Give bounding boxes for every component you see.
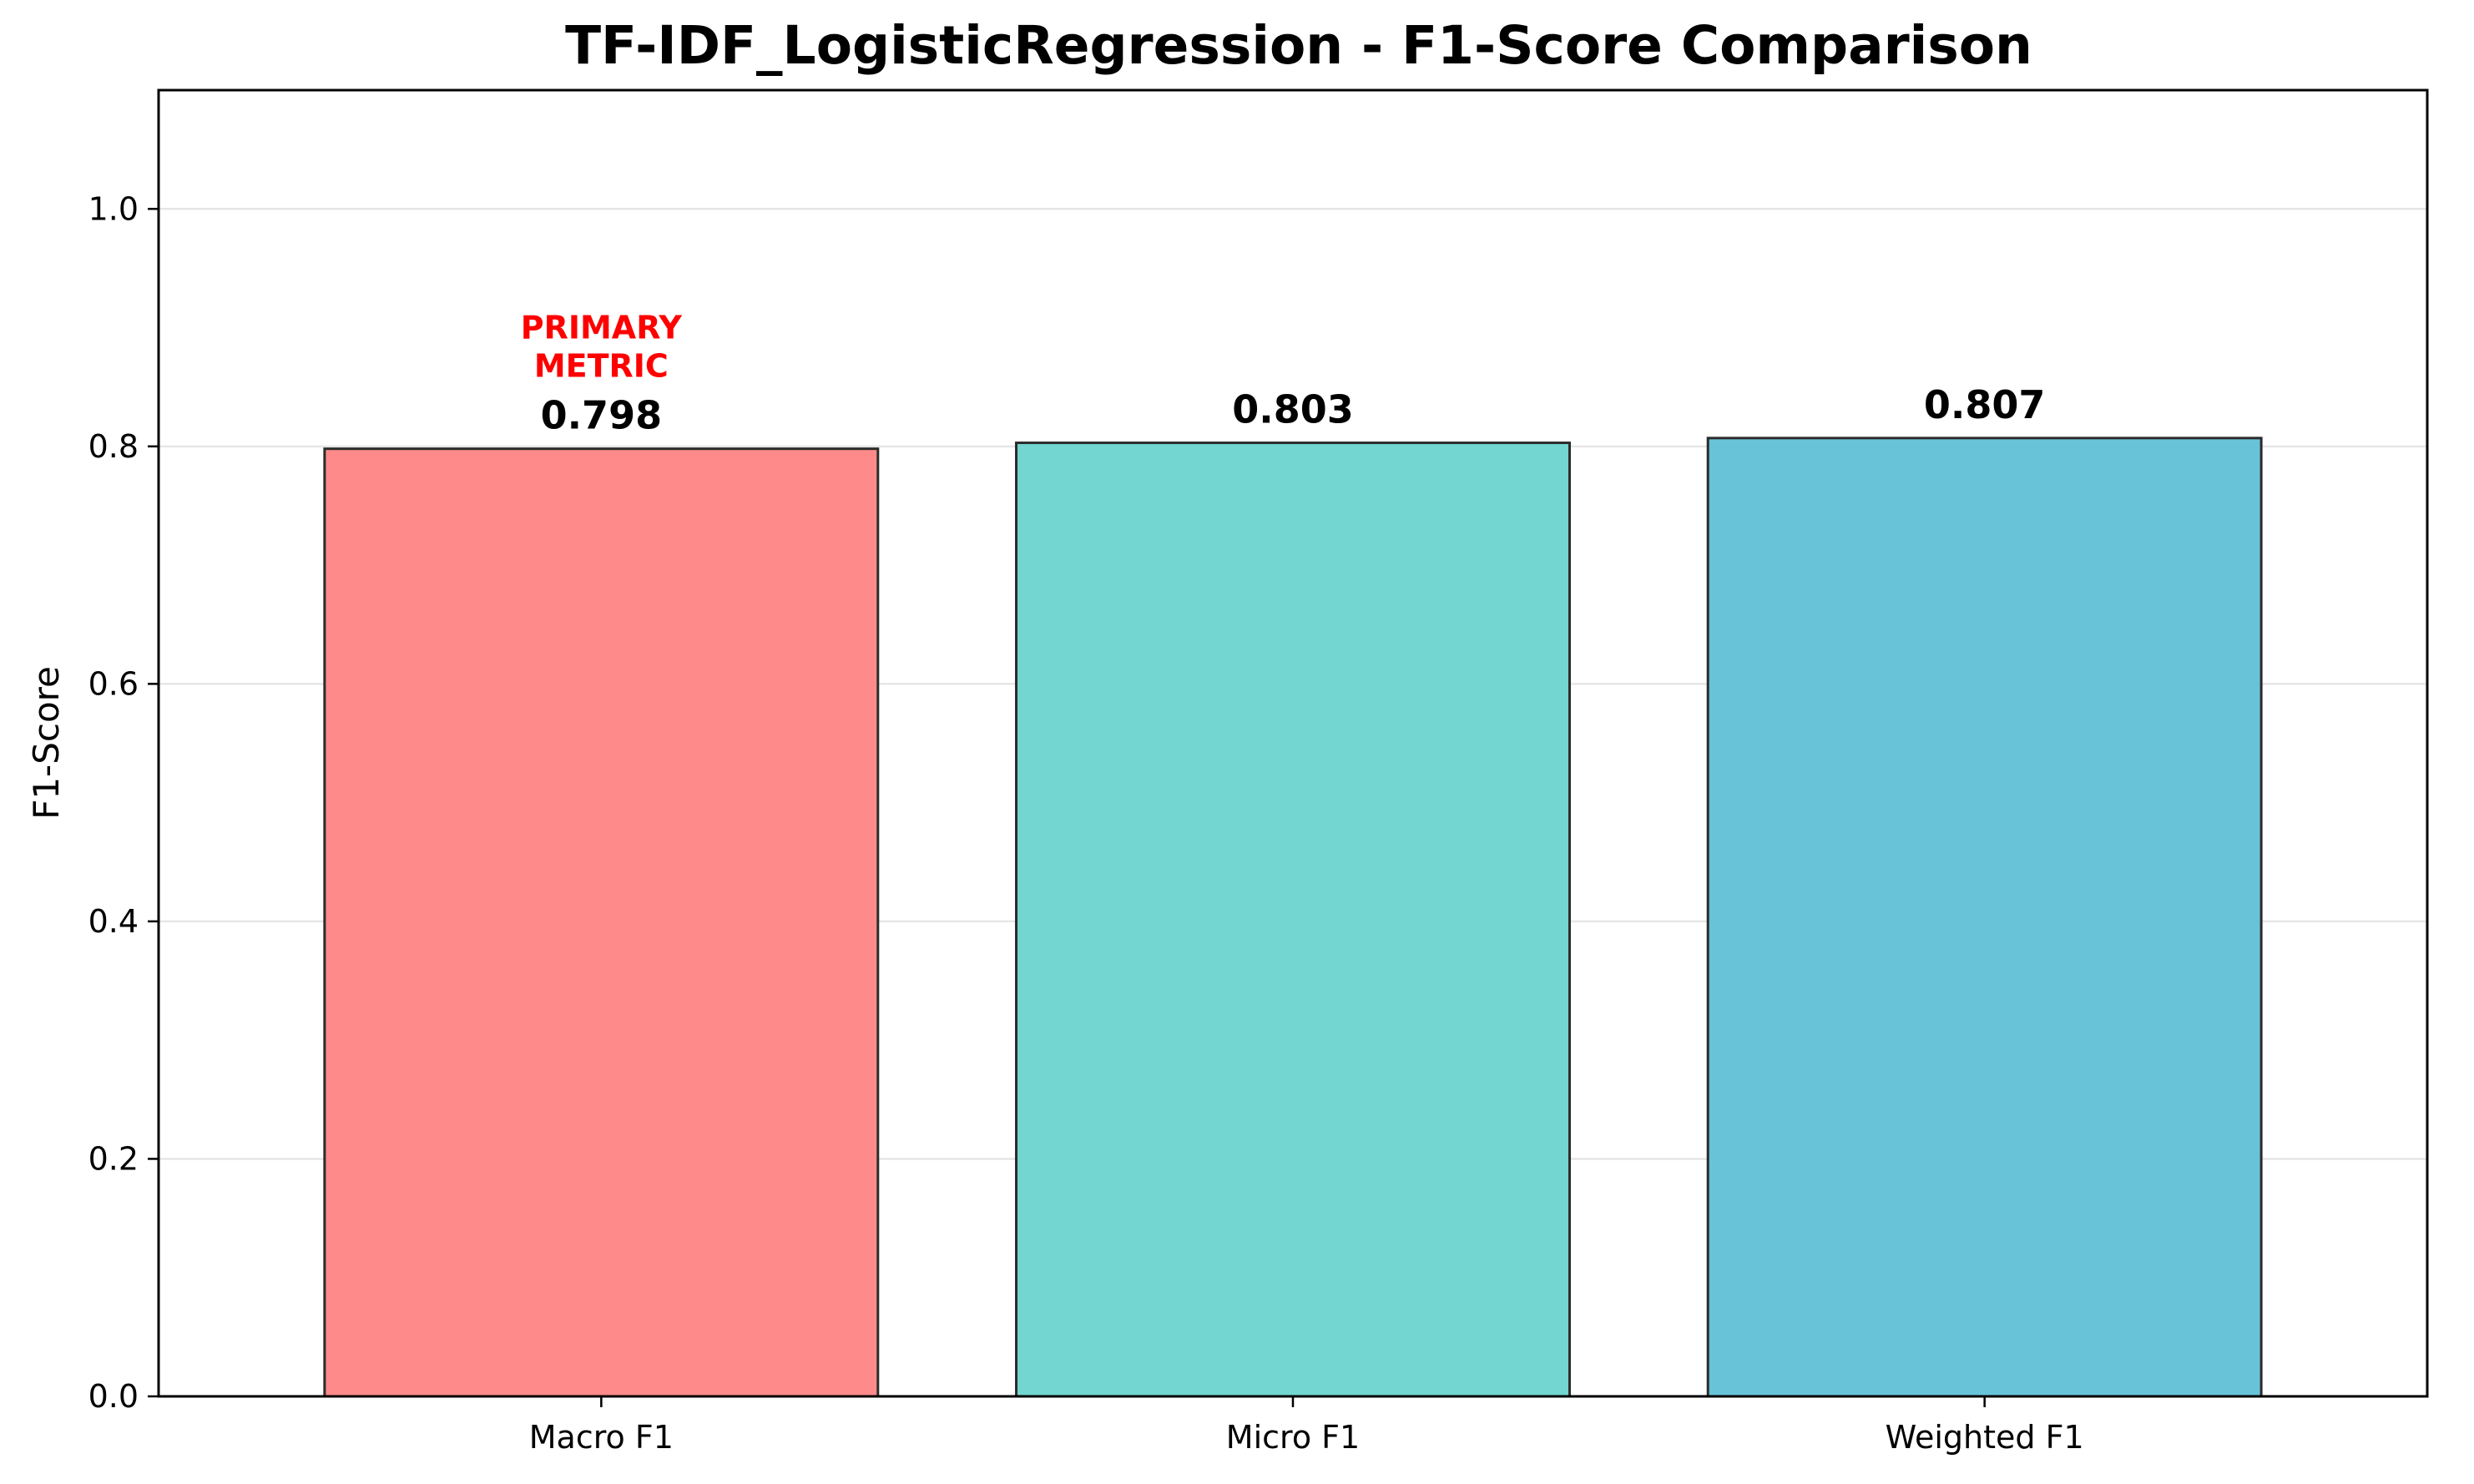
x-tick-label: Micro F1 (1226, 1419, 1360, 1456)
y-axis-label: F1-Score (26, 666, 67, 820)
x-tick-label: Weighted F1 (1886, 1419, 2084, 1456)
y-tick-label: 0.6 (88, 665, 139, 702)
y-tick-label: 1.0 (88, 190, 139, 227)
y-tick-label: 0.4 (88, 903, 139, 940)
y-tick-label: 0.0 (88, 1378, 139, 1415)
bar-weighted-f1 (1706, 437, 2263, 1398)
y-tick-label: 0.8 (88, 428, 139, 465)
bars (323, 437, 2263, 1398)
y-axis: 0.0 0.2 0.4 0.6 0.8 1.0 (88, 190, 159, 1415)
bar-value-label: 0.798 (541, 393, 663, 438)
primary-metric-annotation: PRIMARY (521, 310, 683, 346)
chart-title: TF-IDF_LogisticRegression - F1-Score Com… (565, 15, 2032, 76)
bar-value-label: 0.803 (1232, 387, 1354, 432)
bar-micro-f1 (1015, 442, 1571, 1398)
y-tick-label: 0.2 (88, 1140, 139, 1177)
x-axis: Macro F1 Micro F1 Weighted F1 (529, 1396, 2084, 1456)
bar-macro-f1 (323, 447, 880, 1398)
bar-value-label: 0.807 (1924, 382, 2046, 427)
x-tick-label: Macro F1 (529, 1419, 674, 1456)
primary-metric-annotation: METRIC (534, 348, 669, 385)
